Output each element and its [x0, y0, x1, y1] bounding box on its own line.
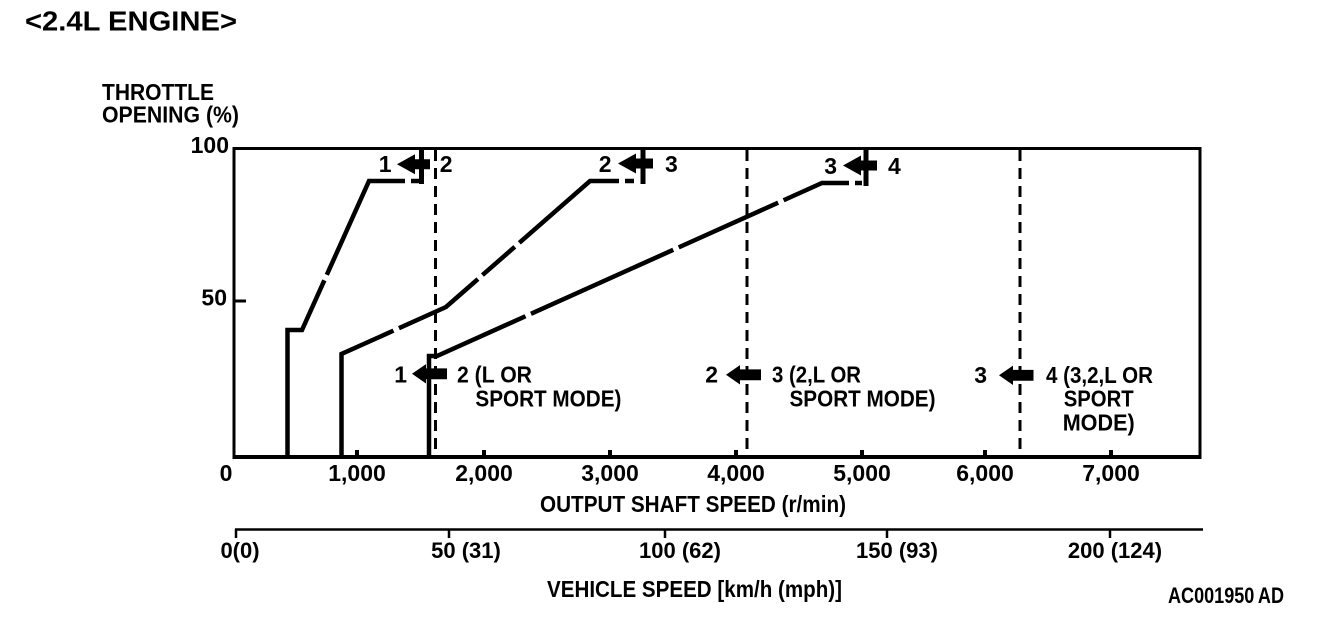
svg-text:4: 4	[888, 153, 901, 179]
svg-text:3: 3	[665, 151, 678, 177]
svg-text:1: 1	[394, 362, 407, 388]
svg-text:THROTTLE: THROTTLE	[102, 79, 214, 105]
svg-text:5,000: 5,000	[833, 460, 891, 486]
svg-text:6,000: 6,000	[956, 460, 1014, 486]
svg-text:2: 2	[599, 151, 612, 177]
svg-text:50 (31): 50 (31)	[431, 538, 501, 563]
svg-text:<2.4L ENGINE>: <2.4L ENGINE>	[25, 6, 237, 37]
svg-text:100: 100	[191, 132, 229, 158]
svg-text:50: 50	[201, 285, 227, 311]
svg-text:200 (124): 200 (124)	[1068, 538, 1162, 563]
svg-text:AC001950 AD: AC001950 AD	[1168, 583, 1284, 608]
svg-text:2,000: 2,000	[455, 460, 513, 486]
svg-text:4 (3,2,L OR: 4 (3,2,L OR	[1046, 362, 1153, 388]
svg-text:1: 1	[379, 151, 392, 177]
svg-text:3 (2,L OR: 3 (2,L OR	[772, 362, 861, 388]
svg-text:1,000: 1,000	[328, 460, 386, 486]
svg-text:150 (93): 150 (93)	[856, 538, 938, 563]
svg-text:2 (L OR: 2 (L OR	[457, 362, 532, 388]
svg-text:100 (62): 100 (62)	[639, 538, 721, 563]
svg-text:SPORT MODE): SPORT MODE)	[475, 386, 621, 412]
svg-text:3: 3	[824, 153, 837, 179]
svg-text:2: 2	[705, 362, 718, 388]
svg-text:2: 2	[440, 151, 453, 177]
svg-text:OUTPUT SHAFT SPEED (r/min): OUTPUT SHAFT SPEED (r/min)	[540, 491, 846, 517]
svg-text:3,000: 3,000	[581, 460, 639, 486]
svg-text:4,000: 4,000	[707, 460, 765, 486]
svg-text:0: 0	[220, 460, 233, 486]
svg-text:VEHICLE SPEED [km/h (mph)]: VEHICLE SPEED [km/h (mph)]	[547, 576, 842, 602]
svg-text:SPORT: SPORT	[1064, 386, 1134, 412]
svg-text:0(0): 0(0)	[220, 538, 259, 563]
svg-text:3: 3	[974, 362, 987, 388]
svg-text:MODE): MODE)	[1063, 410, 1135, 436]
svg-text:SPORT MODE): SPORT MODE)	[790, 386, 936, 412]
svg-text:7,000: 7,000	[1082, 460, 1140, 486]
svg-text:OPENING (%): OPENING (%)	[102, 102, 239, 128]
